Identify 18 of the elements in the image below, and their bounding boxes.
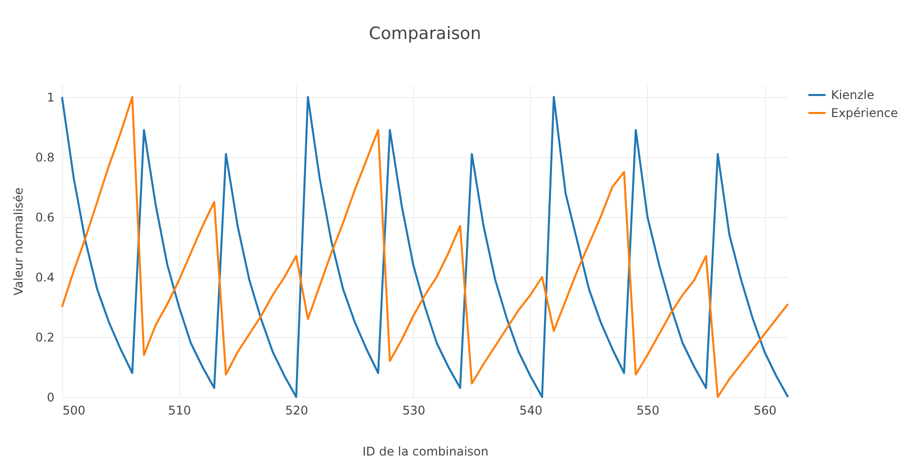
chart-title: Comparaison: [368, 24, 482, 44]
y-axis-title: Valeur normalisée: [11, 187, 26, 296]
x-tick-label: 510: [168, 404, 192, 418]
y-tick-label: 0.4: [35, 270, 54, 284]
y-tick-label: 0.2: [35, 330, 54, 344]
y-tick-label: 0: [46, 390, 54, 404]
x-tick-label: 560: [754, 404, 777, 418]
x-tick-label: 500: [62, 404, 86, 418]
x-tick-label: 550: [636, 404, 660, 418]
y-tick-label: 0.8: [35, 150, 54, 164]
x-tick-label: 530: [402, 404, 426, 418]
y-tick-label: 0.6: [35, 210, 54, 224]
x-tick-label: 520: [285, 404, 308, 418]
legend-label: Kienzle: [831, 88, 874, 102]
x-tick-label: 540: [519, 404, 542, 418]
legend-label: Expérience: [831, 106, 898, 120]
y-tick-label: 1: [46, 90, 54, 104]
x-axis-title: ID de la combinaison: [362, 444, 488, 458]
